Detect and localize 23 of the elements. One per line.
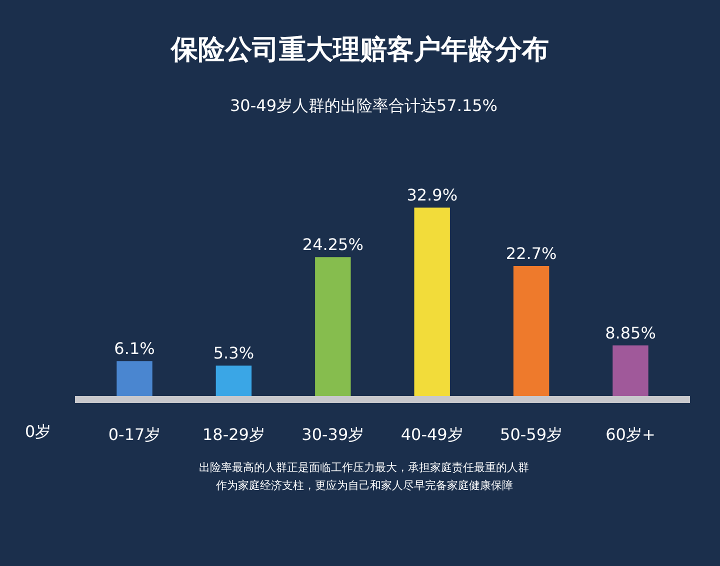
x-tick-label: 18-29岁 — [202, 425, 265, 444]
data-label: 24.25% — [302, 235, 364, 254]
bar — [612, 345, 648, 396]
x-tick-label: 50-59岁 — [500, 425, 563, 444]
data-label: 32.9% — [406, 186, 458, 205]
chart-subtitle: 30-49岁人群的出险率合计达57.15% — [230, 96, 498, 115]
data-label: 5.3% — [213, 344, 254, 363]
x-tick-label: 60岁+ — [606, 425, 656, 444]
bar — [216, 366, 252, 396]
bar — [414, 208, 450, 396]
bar — [513, 266, 550, 396]
data-label: 22.7% — [506, 244, 557, 264]
bar — [315, 257, 351, 396]
x-tick-label: 40-49岁 — [400, 425, 464, 444]
x-tick-label: 30-39岁 — [302, 425, 364, 444]
bar — [116, 361, 152, 396]
x-tick-label: 0-17岁 — [108, 425, 161, 444]
text: 出险率最高的人群正是面临工作压力最大，承担家庭责任最重的人群 — [199, 461, 529, 474]
text: 0岁 — [25, 422, 52, 441]
data-label: 8.85% — [605, 323, 656, 342]
text: 作为家庭经济支柱，更应为自己和家人尽早完备家庭健康保障 — [215, 479, 513, 492]
data-label: 6.1% — [114, 339, 155, 358]
chart-title: 保险公司重大理赔客户年龄分布 — [170, 34, 549, 66]
